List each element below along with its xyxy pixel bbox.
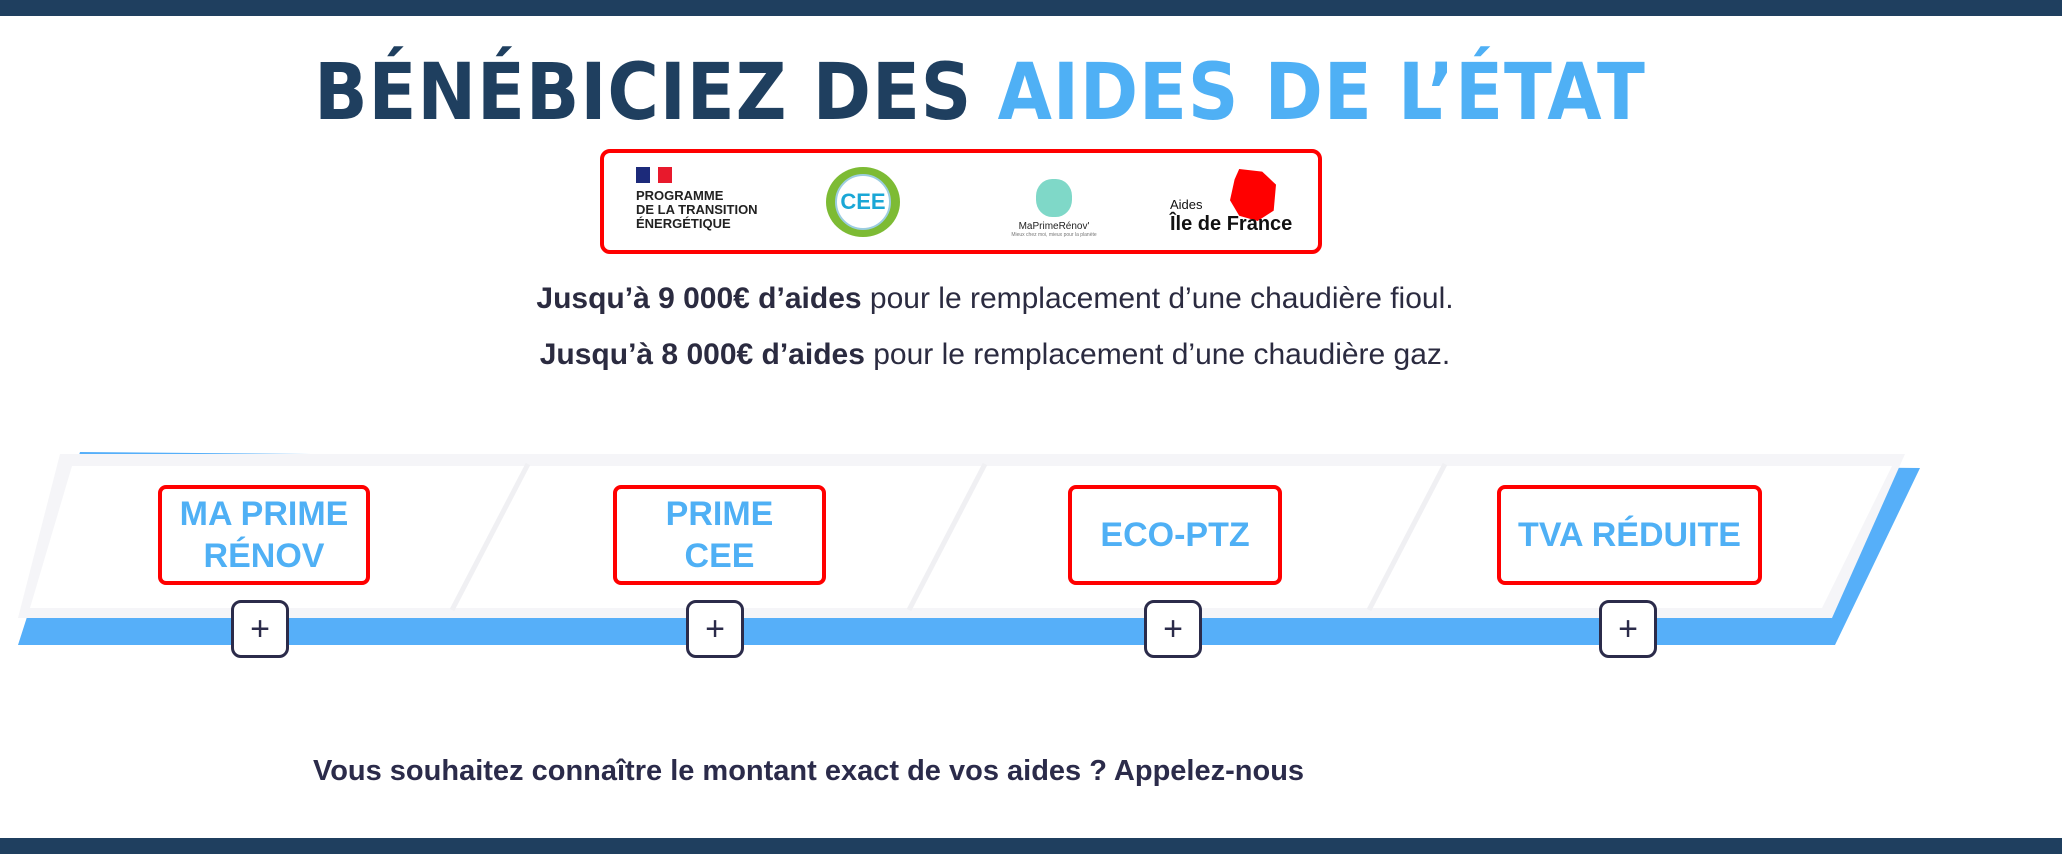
call-to-action[interactable]: Vous souhaitez connaître le montant exac…	[313, 755, 1305, 787]
aid-line-gaz: Jusqu’à 8 000€ d’aides pour le remplacem…	[539, 338, 1451, 371]
cee-logo: CEE	[826, 167, 900, 237]
aide-eco-ptz[interactable]: ECO-PTZ	[1068, 485, 1282, 585]
bottom-bar	[0, 838, 2062, 854]
aide-label: PRIME CEE	[665, 495, 774, 575]
aide-label: MA PRIME RÉNOV	[179, 495, 349, 575]
page-title: BÉNÉBICIEZ DES AIDES DE L’ÉTAT	[314, 48, 1646, 138]
expand-eco-ptz-button[interactable]: +	[1144, 600, 1202, 658]
expand-ma-prime-renov-button[interactable]: +	[231, 600, 289, 658]
logo-text: Aides	[1170, 197, 1203, 212]
expand-prime-cee-button[interactable]: +	[686, 600, 744, 658]
aide-prime-cee[interactable]: PRIME CEE	[613, 485, 826, 585]
logo-text: ÉNERGÉTIQUE	[636, 216, 731, 231]
logos-panel: PROGRAMME DE LA TRANSITION ÉNERGÉTIQUE C…	[600, 149, 1322, 254]
logo-text: Île de France	[1170, 213, 1293, 235]
logo-text: MaPrimeRénov'	[1018, 221, 1090, 232]
maprimerenov-logo: MaPrimeRénov' Mieux chez moi, mieux pour…	[999, 161, 1109, 238]
aide-tva-reduite[interactable]: TVA RÉDUITE	[1497, 485, 1762, 585]
aides-band	[18, 452, 1920, 645]
aide-label: TVA RÉDUITE	[1518, 516, 1741, 554]
aide-ma-prime-renov[interactable]: MA PRIME RÉNOV	[158, 485, 370, 585]
aide-label: ECO-PTZ	[1100, 516, 1250, 554]
top-bar	[0, 0, 2062, 16]
cee-label: CEE	[835, 174, 891, 230]
logo-text: DE LA TRANSITION	[636, 202, 758, 217]
aid-line-fioul: Jusqu’à 9 000€ d’aides pour le remplacem…	[536, 282, 1454, 315]
house-blob-icon	[1036, 179, 1072, 217]
programme-transition-logo: PROGRAMME DE LA TRANSITION ÉNERGÉTIQUE	[636, 167, 758, 231]
idf-map-icon	[1230, 169, 1276, 221]
logo-tagline: Mieux chez moi, mieux pour la planète	[1011, 232, 1097, 238]
french-flag-icon	[636, 167, 758, 183]
logo-text: PROGRAMME	[636, 188, 724, 203]
expand-tva-reduite-button[interactable]: +	[1599, 600, 1657, 658]
